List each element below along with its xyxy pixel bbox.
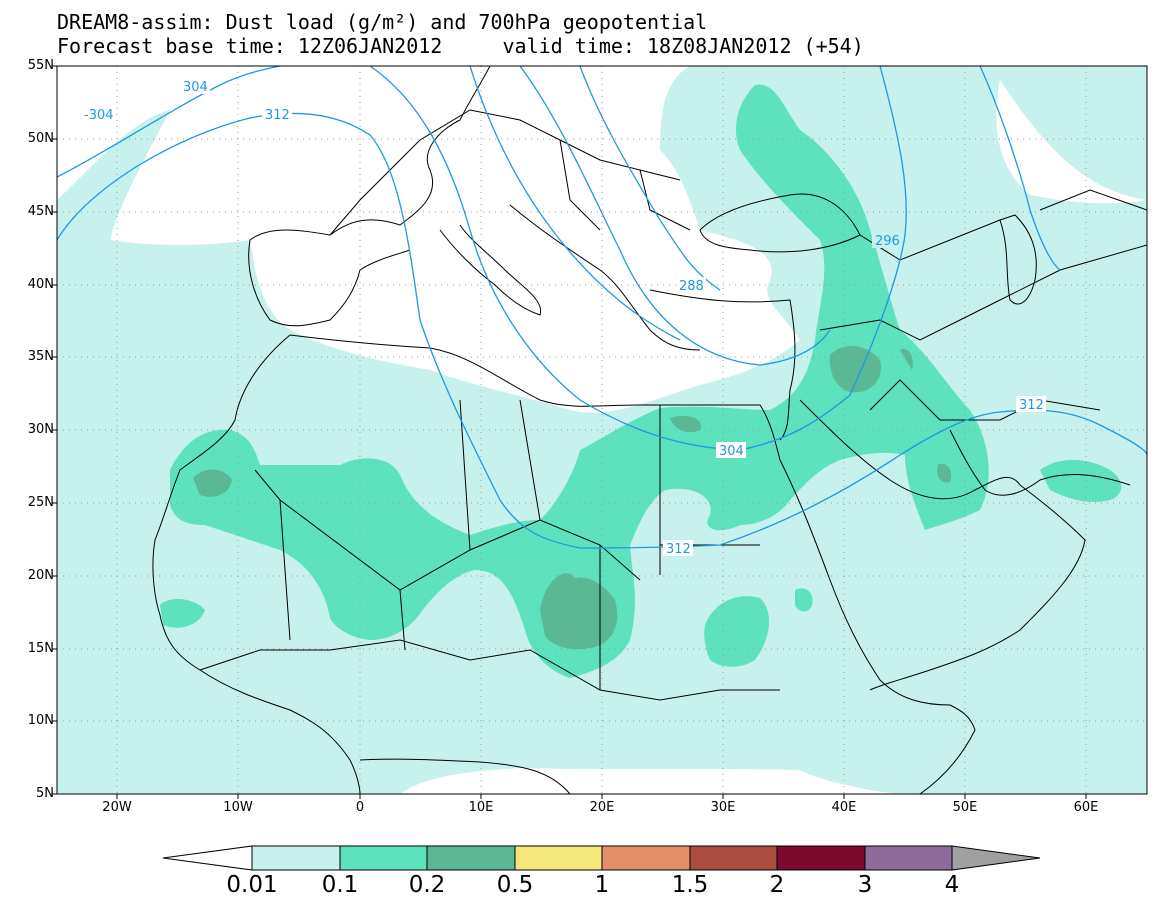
geopotential-contours — [57, 66, 1147, 549]
colorbar-label-0-2: 0.2 — [408, 872, 446, 898]
coastline-balkans-greece — [509, 204, 701, 351]
lat-label-55n: 55N — [27, 58, 54, 73]
map-title-line1: DREAM8-assim: Dust load (g/m²) and 700hP… — [57, 10, 708, 34]
lon-label-20e: 20E — [589, 800, 615, 815]
contour-label-bg — [180, 78, 210, 94]
coastline-black-sea — [699, 193, 861, 253]
dust-field-dense — [193, 345, 952, 650]
colorbar-label-1-5: 1.5 — [671, 872, 709, 898]
contour-label-296: 296 — [875, 234, 900, 249]
colorbar-swatch-4 — [514, 845, 603, 871]
lat-label-50n: 50N — [27, 131, 54, 146]
contour-label-bg — [663, 540, 693, 556]
contour-label-bg — [80, 106, 114, 122]
contour-label-bg — [262, 106, 292, 122]
colorbar-label-0-5: 0.5 — [496, 872, 534, 898]
colorbar-swatch-8 — [864, 845, 953, 871]
lat-label-5n: 5N — [36, 786, 54, 801]
colorbar-swatch-3 — [426, 845, 516, 871]
lon-label-50e: 50E — [952, 800, 978, 815]
contour-line-288-north — [579, 66, 721, 291]
colorbar-swatch-5 — [601, 845, 691, 871]
lon-label-20w: 20W — [102, 800, 132, 815]
contour-label-312-c: 312 — [666, 542, 691, 557]
lat-label-25n: 25N — [27, 495, 54, 510]
lon-label-60e: 60E — [1073, 800, 1099, 815]
contour-label-304-a: -304 — [84, 108, 114, 123]
colorbar-arrow-left — [162, 845, 253, 871]
contour-label-bg — [676, 277, 706, 293]
lat-label-30n: 30N — [27, 422, 54, 437]
border-sahel — [199, 639, 780, 701]
colorbar-label-1: 1 — [594, 872, 610, 898]
colorbar-label-2: 2 — [769, 872, 785, 898]
contour-line-304-south — [369, 66, 851, 451]
contour-label-312-a: 312 — [265, 108, 290, 123]
coastline-europe — [249, 66, 491, 241]
lon-label-30e: 30E — [710, 800, 736, 815]
colorbar-arrow-right — [951, 845, 1041, 871]
colorbar-label-0-1: 0.1 — [321, 872, 359, 898]
colorbar-swatch-1 — [251, 845, 341, 871]
contour-label-304-c: 304 — [719, 444, 744, 459]
coastline-turkey-levant — [649, 289, 796, 441]
contour-line-right — [979, 66, 1061, 271]
contour-label-bg — [1016, 396, 1046, 412]
contour-labels: -304 304 312 296 288 304 312 312 — [80, 78, 1046, 557]
contour-line-296 — [849, 66, 907, 396]
contour-label-bg — [872, 232, 902, 248]
contour-line-304-north — [57, 66, 281, 178]
contour-line-296-north — [469, 66, 681, 341]
lon-label-0: 0 — [355, 800, 365, 815]
lat-label-10n: 10N — [27, 713, 54, 728]
contour-label-312-b: 312 — [1019, 398, 1044, 413]
contour-line-312 — [57, 112, 1147, 549]
dust-field-medium — [160, 84, 1122, 678]
contour-label-304-b: 304 — [183, 80, 208, 95]
colorbar-label-3: 3 — [857, 872, 873, 898]
contour-line-288 — [519, 66, 831, 366]
map-plot-area: -304 304 312 296 288 304 312 312 — [57, 66, 1147, 794]
lon-label-10e: 10E — [468, 800, 494, 815]
coastline-west-africa — [152, 334, 361, 794]
coastline-caspian — [999, 214, 1037, 305]
colorbar-label-0-01: 0.01 — [226, 872, 278, 898]
lat-label-40n: 40N — [27, 277, 54, 292]
coastline-arabia — [799, 399, 1086, 691]
colorbar-swatch-2 — [339, 845, 428, 871]
lat-label-15n: 15N — [27, 641, 54, 656]
coastline-iberia — [248, 239, 411, 327]
colorbar — [162, 845, 1041, 871]
lon-label-40e: 40E — [831, 800, 857, 815]
coastline-north-africa — [289, 334, 781, 461]
colorbar-swatch-7 — [776, 845, 866, 871]
border-sahara-2 — [279, 399, 601, 690]
coastline-persian-gulf — [949, 429, 1131, 496]
contour-label-bg — [716, 442, 746, 458]
coastline-red-sea — [779, 459, 976, 794]
coastline-gulf-of-guinea — [359, 758, 571, 794]
lon-label-10w: 10W — [223, 800, 253, 815]
coastline-italy — [439, 224, 542, 316]
map-title-line2: Forecast base time: 12Z06JAN2012 valid t… — [57, 34, 864, 58]
lat-label-20n: 20N — [27, 568, 54, 583]
colorbar-swatch-6 — [689, 845, 778, 871]
lat-label-45n: 45N — [27, 204, 54, 219]
contour-label-288: 288 — [679, 279, 704, 294]
axis-ticks — [52, 65, 1087, 799]
lat-label-35n: 35N — [27, 349, 54, 364]
colorbar-label-4: 4 — [944, 872, 960, 898]
graticule — [57, 66, 1147, 794]
